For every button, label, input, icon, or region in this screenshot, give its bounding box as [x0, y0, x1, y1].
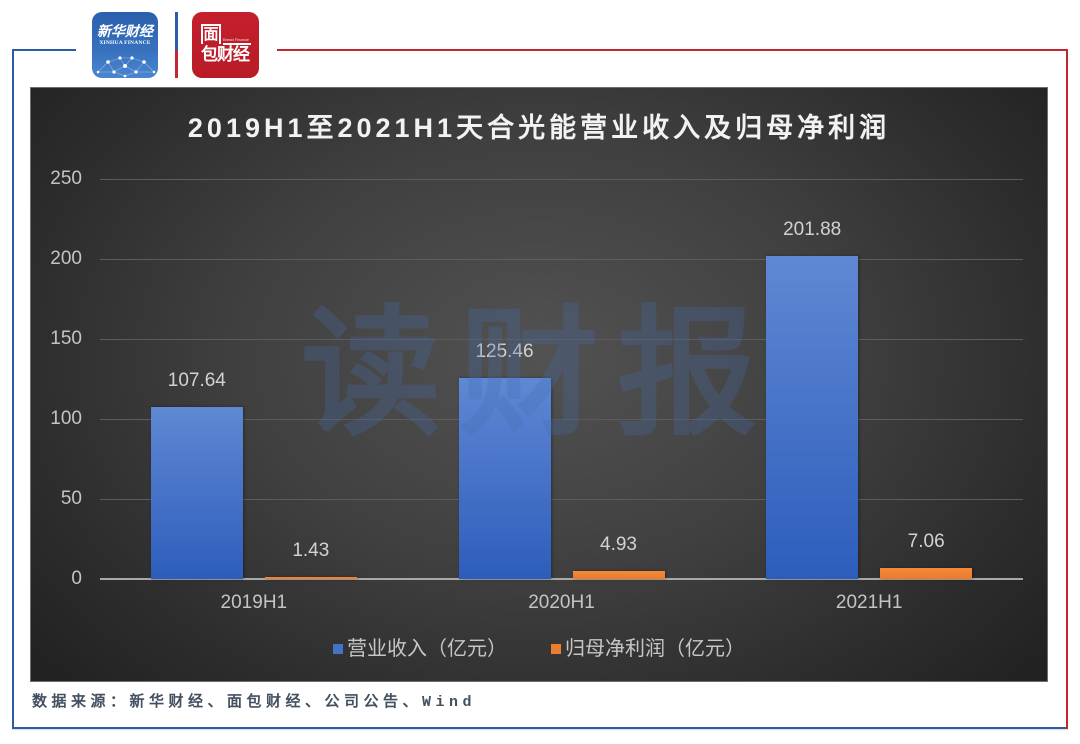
xinhua-logo-cn-text: 新华财经	[97, 24, 153, 40]
frame-line-red-top	[277, 49, 1068, 51]
bread-logo-en-text: Bread Finance	[223, 37, 250, 42]
data-label: 1.43	[292, 539, 330, 561]
logo-separator	[175, 12, 178, 78]
x-axis-line	[100, 578, 1023, 580]
frame-line-blue-bottom	[12, 727, 1068, 729]
data-label: 7.06	[907, 530, 945, 552]
legend-item-revenue: 营业收入（亿元）	[333, 636, 507, 662]
legend: 营业收入（亿元） 归母净利润（亿元）	[31, 636, 1047, 662]
y-tick-label: 150	[50, 328, 82, 349]
bar-revenue-2021H1	[766, 255, 859, 579]
y-tick-label: 50	[60, 488, 82, 509]
legend-label: 归母净利润（亿元）	[565, 638, 745, 660]
bar-revenue-2020H1	[458, 378, 551, 579]
data-label: 4.93	[600, 534, 637, 556]
xinhua-logo-en-text: XINHUA FINANCE	[99, 40, 151, 46]
frame-line-blue-top	[12, 49, 76, 51]
network-dots-icon	[96, 56, 156, 78]
y-tick-label: 250	[50, 168, 82, 189]
data-label: 107.64	[167, 369, 226, 391]
x-tick-label: 2020H1	[528, 592, 595, 613]
data-label: 125.46	[475, 341, 534, 363]
legend-item-net-profit: 归母净利润（亿元）	[551, 636, 745, 662]
bread-logo-underline	[223, 43, 251, 45]
bar-chart: 2019H1至2021H1天合光能营业收入及归母净利润 0 50 100 150 200…	[30, 87, 1048, 682]
bar-net-profit-2019H1	[264, 576, 357, 579]
gridline	[100, 179, 1023, 180]
gridline	[100, 259, 1023, 260]
gridline	[100, 339, 1023, 340]
gridline	[100, 419, 1023, 420]
bread-finance-logo: 面 Bread Finance 包财经	[192, 12, 259, 78]
legend-label: 营业收入（亿元）	[347, 638, 507, 660]
xinhua-finance-logo: 新华财经 XINHUA FINANCE	[92, 12, 158, 78]
bar-net-profit-2021H1	[880, 567, 973, 579]
y-tick-label: 200	[50, 248, 82, 269]
bar-revenue-2019H1	[150, 406, 243, 579]
legend-square-icon	[551, 644, 561, 654]
y-tick-label: 0	[71, 568, 82, 589]
y-tick-label: 100	[50, 408, 82, 429]
data-label: 201.88	[783, 218, 842, 240]
x-tick-label: 2021H1	[835, 592, 903, 613]
x-tick-label: 2019H1	[220, 592, 288, 613]
data-source-note: 数据来源：新华财经、面包财经、公司公告、Wind	[32, 694, 477, 711]
bar-net-profit-2020H1	[572, 571, 665, 579]
bread-logo-mian-char: 面	[201, 24, 221, 44]
legend-square-icon	[333, 644, 343, 654]
chart-title: 2019H1至2021H1天合光能营业收入及归母净利润	[187, 113, 891, 143]
frame-line-blue-left	[12, 49, 14, 729]
frame-line-red-right	[1066, 49, 1068, 729]
gridline	[100, 499, 1023, 500]
bread-logo-cn-text: 包财经	[201, 45, 250, 64]
